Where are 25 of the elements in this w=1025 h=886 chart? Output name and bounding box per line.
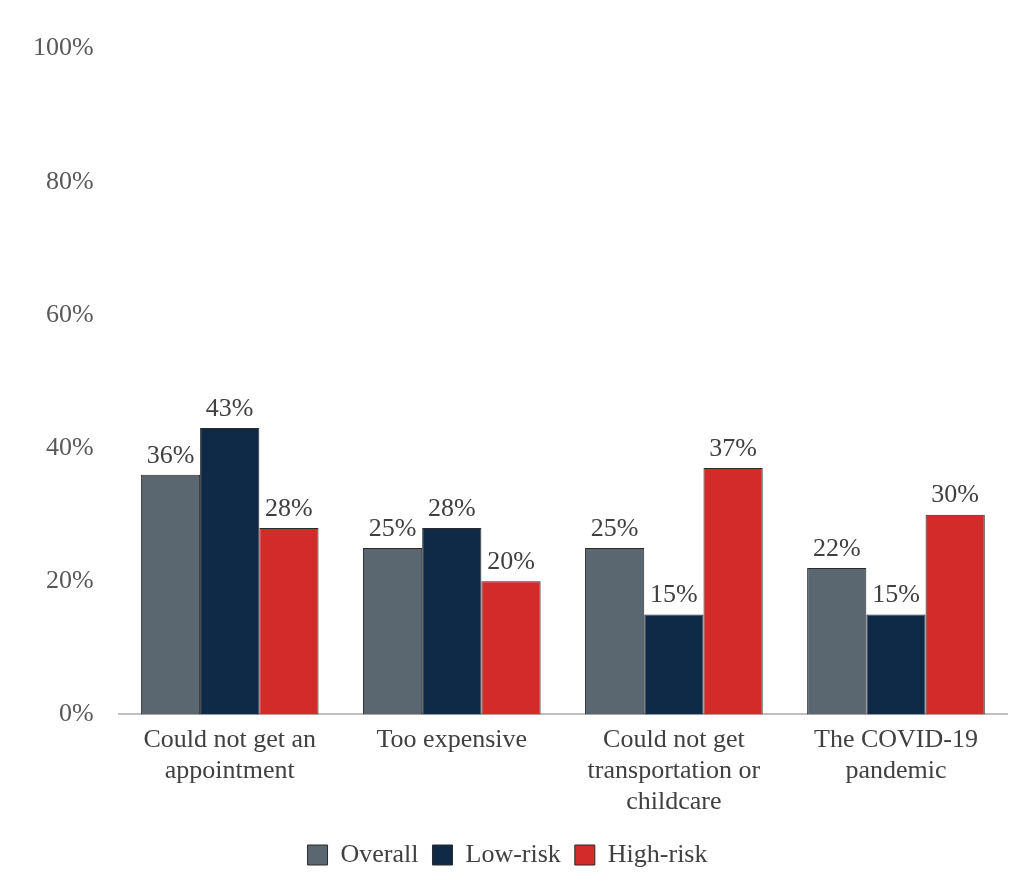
legend-label: Low-risk (465, 838, 561, 868)
data-label: 28% (265, 492, 313, 522)
y-tick-label: 60% (45, 298, 94, 328)
x-tick-label: Could not get transportation or childcare (587, 723, 761, 816)
data-label: 15% (650, 579, 698, 609)
data-label: 25% (368, 512, 417, 542)
data-label: 20% (487, 546, 535, 576)
y-tick-label: 80% (45, 165, 94, 195)
legend-label: Overall (340, 838, 419, 868)
y-tick-label: 40% (45, 431, 94, 461)
data-label: 37% (709, 432, 757, 462)
x-tick-label: Too expensive (376, 723, 528, 753)
data-label: 22% (812, 532, 861, 562)
data-label: 43% (205, 392, 254, 422)
x-tick-label: Could not get an appointment (143, 723, 316, 785)
data-label: 25% (590, 512, 639, 542)
data-label: 30% (931, 479, 980, 509)
y-tick-label: 20% (45, 565, 94, 595)
data-label: 28% (427, 492, 476, 522)
data-label: 36% (146, 439, 195, 469)
legend-label: High-risk (607, 838, 708, 868)
y-tick-label: 100% (32, 32, 94, 62)
y-tick-label: 0% (58, 698, 94, 728)
data-label: 15% (872, 579, 920, 609)
x-tick-label: The COVID-19 pandemic (814, 723, 978, 785)
